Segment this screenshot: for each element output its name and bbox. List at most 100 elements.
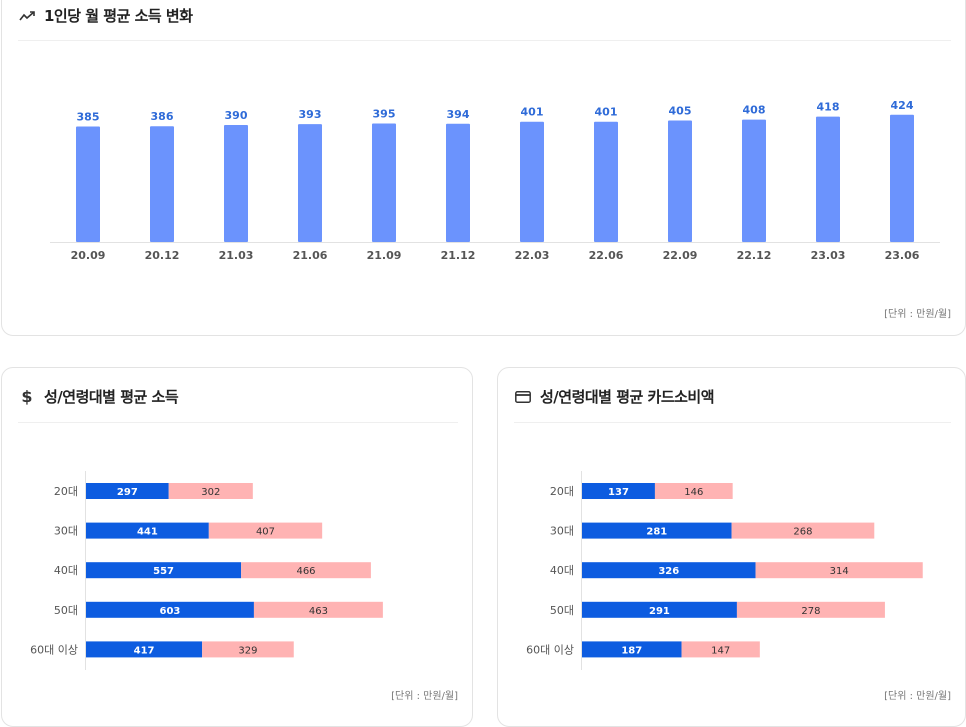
- bar-value-label-series2: 147: [711, 645, 730, 656]
- bar-segment-series2: [253, 601, 383, 618]
- card-spend-unit: [단위 : 만원/월]: [884, 691, 951, 702]
- bar: [890, 114, 914, 242]
- bar-segment-series2: [241, 562, 371, 579]
- bar-value-label-series2: 278: [801, 606, 820, 617]
- bar-value-label: 424: [891, 99, 914, 112]
- income-by-demo-divider: [18, 422, 458, 423]
- bar: [372, 123, 396, 242]
- bar-value-label-series1: 603: [160, 606, 181, 617]
- y-category-label: 40대: [54, 564, 78, 577]
- card-spend-header: 성/연령대별 평균 카드소비액: [514, 386, 715, 407]
- x-tick-label: 21.09: [367, 249, 402, 262]
- x-tick-label: 20.12: [145, 249, 180, 262]
- bar-value-label: 401: [595, 106, 618, 119]
- bar-value-label-series2: 314: [830, 566, 849, 577]
- bar-value-label-series2: 466: [296, 566, 315, 577]
- y-category-label: 20대: [54, 485, 78, 498]
- bar-segment-series1: [86, 562, 242, 579]
- bar: [76, 126, 100, 242]
- y-category-label: 30대: [550, 525, 574, 538]
- bar-segment-series2: [755, 562, 923, 579]
- bar-value-label: 408: [743, 104, 766, 117]
- bar-value-label-series1: 281: [646, 527, 667, 538]
- x-tick-label: 21.06: [293, 249, 328, 262]
- income-trend-title: 1인당 월 평균 소득 변화: [44, 7, 193, 25]
- bar: [816, 116, 840, 242]
- bar-value-label: 390: [225, 109, 248, 122]
- bar-segment-series1: [582, 641, 682, 658]
- bar-segment-series2: [202, 641, 294, 658]
- bar-value-label-series2: 302: [201, 487, 220, 498]
- bar-segment-series2: [654, 483, 733, 499]
- bar-value-label-series2: 329: [238, 645, 257, 656]
- bar-value-label-series2: 268: [793, 527, 812, 538]
- x-tick-label: 22.06: [589, 249, 624, 262]
- income-by-demo-card: $ 성/연령대별 평균 소득 20대 297 302 30대 441 407 40대 557 4…: [1, 367, 473, 727]
- bar-value-label: 394: [447, 108, 470, 121]
- income-by-demo-chart: 20대 297 302 30대 441 407 40대 557 466 50대 603 463 60대 …: [30, 471, 383, 670]
- bar-value-label: 405: [669, 105, 692, 118]
- y-category-label: 60대 이상: [526, 643, 574, 656]
- bar: [520, 121, 544, 242]
- x-tick-label: 22.03: [515, 249, 550, 262]
- income-trend-divider: [18, 40, 951, 41]
- card-spend-divider: [514, 422, 951, 423]
- bar-value-label-series1: 417: [134, 645, 155, 656]
- credit-card-icon: [514, 388, 532, 406]
- y-category-label: 50대: [550, 604, 574, 617]
- bar-value-label-series1: 187: [621, 645, 642, 656]
- y-category-label: 40대: [550, 564, 574, 577]
- income-trend-chart: 385 20.09 386 20.12 390 21.03 393 21.06 395 21.09…: [50, 99, 940, 262]
- bar-value-label-series1: 297: [117, 487, 138, 498]
- bar-segment-series1: [86, 483, 169, 499]
- bar: [594, 121, 618, 242]
- x-tick-label: 22.12: [737, 249, 772, 262]
- bar-value-label: 401: [521, 106, 544, 119]
- card-spend-title: 성/연령대별 평균 카드소비액: [540, 388, 715, 406]
- bar-value-label-series1: 291: [649, 606, 670, 617]
- bar: [224, 125, 248, 242]
- bar-value-label-series1: 557: [153, 566, 174, 577]
- income-trend-card: 1인당 월 평균 소득 변화 385 20.09 386 20.12 390 21.03 3…: [1, 0, 966, 336]
- bar-value-label: 395: [373, 108, 396, 121]
- y-category-label: 20대: [550, 485, 574, 498]
- x-tick-label: 21.03: [219, 249, 254, 262]
- x-tick-label: 23.03: [811, 249, 846, 262]
- bar-segment-series2: [168, 483, 253, 499]
- bar-segment-series1: [582, 601, 737, 618]
- bar-value-label-series2: 463: [309, 606, 328, 617]
- bar: [150, 126, 174, 242]
- bar: [668, 120, 692, 242]
- y-category-label: 30대: [54, 525, 78, 538]
- bar: [742, 119, 766, 242]
- bar-value-label: 386: [151, 110, 174, 123]
- y-category-label: 50대: [54, 604, 78, 617]
- bar-value-label: 385: [77, 111, 100, 124]
- bar-value-label-series2: 407: [256, 527, 275, 538]
- income-trend-header: 1인당 월 평균 소득 변화: [18, 5, 193, 26]
- x-tick-label: 23.06: [885, 249, 920, 262]
- bar-value-label: 418: [817, 101, 840, 114]
- bar-value-label-series1: 441: [137, 527, 158, 538]
- bar-value-label: 393: [299, 108, 322, 121]
- trend-line-icon: [18, 7, 36, 25]
- income-by-demo-title: 성/연령대별 평균 소득: [44, 388, 179, 406]
- income-trend-unit: [단위 : 만원/월]: [884, 309, 951, 320]
- y-category-label: 60대 이상: [30, 643, 78, 656]
- x-tick-label: 22.09: [663, 249, 698, 262]
- bar-segment-series1: [582, 562, 756, 579]
- x-tick-label: 21.12: [441, 249, 476, 262]
- card-spend-by-demo-card: 성/연령대별 평균 카드소비액 20대 137 146 30대 281 268 40대 326…: [497, 367, 966, 727]
- income-by-demo-header: $ 성/연령대별 평균 소득: [18, 386, 178, 407]
- bar-value-label-series2: 146: [684, 487, 703, 498]
- dollar-icon: $: [18, 388, 36, 406]
- bar-segment-series2: [208, 522, 323, 539]
- card-spend-chart: 20대 137 146 30대 281 268 40대 326 314 50대 291 278 60대 …: [526, 471, 923, 670]
- bar-value-label-series1: 326: [658, 566, 679, 577]
- bar-segment-series1: [86, 601, 254, 618]
- income-by-demo-unit: [단위 : 만원/월]: [391, 691, 458, 702]
- bar-segment-series1: [582, 522, 732, 539]
- bar-segment-series1: [86, 641, 203, 658]
- bar-segment-series1: [582, 483, 655, 499]
- bar-segment-series2: [736, 601, 885, 618]
